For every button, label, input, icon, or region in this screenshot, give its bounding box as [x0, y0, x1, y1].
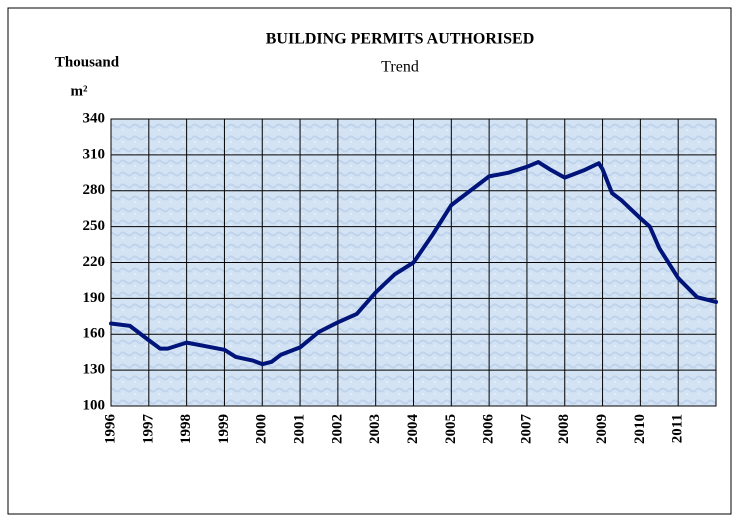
x-tick-label: 2005: [443, 414, 459, 444]
x-tick-label: 2007: [518, 414, 534, 445]
y-tick-label: 280: [83, 182, 106, 198]
x-tick-label: 1998: [178, 414, 194, 444]
y-axis-label: Thousand: [55, 54, 120, 70]
chart-subtitle: Trend: [381, 59, 419, 76]
x-tick-label: 2011: [670, 414, 686, 443]
y-tick-label: 250: [83, 218, 106, 234]
x-tick-label: 2002: [329, 414, 345, 444]
x-tick-label: 1997: [140, 414, 156, 445]
x-tick-label: 2001: [292, 414, 308, 444]
chart-title: BUILDING PERMITS AUTHORISED: [266, 31, 535, 48]
plot-border: [110, 118, 717, 407]
y-tick-label: 220: [83, 254, 106, 270]
y-tick-label: 340: [83, 110, 106, 126]
y-axis-label: m²: [71, 83, 88, 99]
y-tick-label: 130: [83, 362, 106, 378]
x-tick-label: 2008: [556, 414, 572, 444]
x-tick-label: 2006: [481, 414, 497, 445]
y-tick-label: 190: [83, 290, 106, 306]
trend-line: [109, 160, 718, 367]
x-tick-label: 2009: [594, 414, 610, 444]
x-tick-label: 2000: [254, 414, 270, 444]
x-tick-label: 2004: [405, 414, 421, 445]
x-tick-label: 2003: [367, 414, 383, 444]
x-tick-label: 2010: [632, 414, 648, 444]
y-tick-label: 160: [83, 326, 106, 342]
x-tick-label: 1999: [216, 414, 232, 444]
y-tick-label: 100: [83, 397, 106, 413]
y-tick-label: 310: [83, 146, 106, 162]
x-tick-label: 1996: [102, 414, 118, 445]
